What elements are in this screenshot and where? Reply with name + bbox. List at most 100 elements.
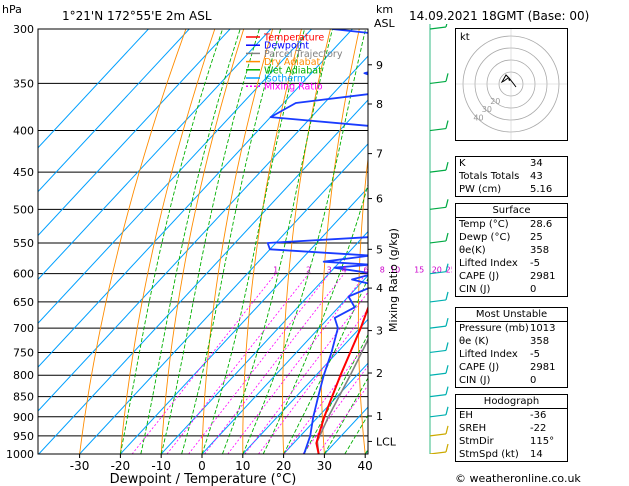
dry-adiabat-line — [357, 155, 368, 454]
index-row: Totals Totals 43 — [456, 170, 567, 183]
most-unstable-row: CAPE (J) 2981 — [456, 361, 567, 374]
hpa-label: hPa — [2, 3, 22, 16]
wet-adiabat-line — [283, 277, 368, 454]
hodograph-stat-label: EH — [459, 410, 473, 421]
wind-barb — [429, 80, 447, 85]
surface-title: Surface — [456, 204, 567, 218]
pressure-tick-label: 900 — [13, 411, 34, 424]
hodograph-ring-label: 30 — [482, 105, 492, 114]
x-tick-label: 10 — [235, 459, 250, 473]
hodograph-trace — [500, 74, 517, 88]
wind-barb — [429, 299, 447, 303]
wind-barb-column — [429, 24, 449, 454]
most-unstable-table: Most Unstable Pressure (mb) 1013 θe (K) 358… — [455, 307, 568, 388]
km-tick-label: 7 — [376, 148, 383, 161]
x-tick-label: 30 — [317, 459, 332, 473]
wind-barb — [429, 169, 447, 173]
surface-row: CAPE (J) 2981 — [456, 270, 567, 283]
index-value: 34 — [530, 158, 543, 169]
dry-adiabat-line — [320, 29, 360, 454]
surface-label: Lifted Index — [459, 258, 518, 269]
location-title: 1°21'N 172°55'E 2m ASL — [62, 9, 212, 23]
legend-label: Mixing Ratio — [264, 82, 323, 93]
asl-label: ASL — [374, 17, 396, 30]
pressure-tick-label: 700 — [13, 322, 34, 335]
surface-label: CIN (J) — [459, 284, 491, 295]
most-unstable-value: 0 — [530, 375, 537, 386]
temperature-line — [315, 305, 368, 454]
most-unstable-value: 2981 — [530, 362, 556, 373]
km-tick-label: 5 — [376, 243, 383, 256]
wind-barb — [429, 433, 447, 437]
isotherm-line — [160, 230, 368, 454]
wind-barb-feather — [445, 342, 449, 351]
wind-barb-feather — [445, 365, 449, 374]
wind-barb — [429, 349, 447, 354]
hodograph-stat-value: 14 — [530, 449, 543, 460]
most-unstable-value: -5 — [530, 349, 540, 360]
wind-barb-feather — [445, 199, 449, 208]
hodograph-stat-row: StmDir 115° — [456, 435, 567, 448]
isotherm-line — [201, 274, 368, 454]
indices-table: K 34 Totals Totals 43 PW (cm) 5.16 — [455, 156, 568, 197]
isotherm-line — [38, 99, 368, 454]
surface-label: θe(K) — [459, 245, 486, 256]
isotherm-line — [38, 29, 272, 281]
dewpoint-line — [266, 29, 368, 454]
index-value: 5.16 — [530, 184, 553, 195]
wet-adiabat-line — [160, 29, 260, 454]
isotherm-line — [38, 29, 149, 149]
pressure-tick-label: 850 — [13, 391, 34, 404]
surface-value: 25 — [530, 232, 543, 243]
most-unstable-label: θe (K) — [459, 336, 489, 347]
wind-barb-feather — [445, 232, 449, 242]
surface-value: 2981 — [530, 271, 556, 282]
km-tick-label: 9 — [376, 59, 383, 72]
wind-barb-feather — [445, 120, 449, 129]
legend-label: Temperature — [263, 33, 324, 44]
wet-adiabat-line — [201, 29, 306, 454]
mixing-ratio-line — [166, 273, 310, 454]
dry-adiabat-line — [160, 29, 245, 454]
surface-row: CIN (J) 0 — [456, 283, 567, 296]
copyright-footer: © weatheronline.co.uk — [455, 472, 581, 485]
km-tick-label: 1 — [376, 410, 383, 423]
x-tick-label: 0 — [198, 459, 206, 473]
km-tick-label: 2 — [376, 367, 383, 380]
wind-barb — [429, 271, 447, 275]
hodograph-stat-label: StmDir — [459, 436, 494, 447]
mixing-ratio-label: 4 — [342, 266, 347, 275]
legend-label: Isotherm — [264, 74, 306, 85]
surface-label: CAPE (J) — [459, 271, 500, 282]
surface-table: Surface Temp (°C) 28.6 Dewp (°C) 25 θe(K) 358… — [455, 203, 568, 297]
mixing-ratio-line — [131, 273, 276, 454]
pressure-tick-label: 1000 — [6, 448, 34, 461]
wind-barb-feather — [445, 443, 449, 453]
wind-barb-feather — [445, 24, 448, 28]
dry-adiabat-line — [242, 29, 302, 454]
mixing-ratio-line — [227, 273, 367, 454]
mixing-ratio-line — [244, 291, 368, 454]
wet-adiabat-line — [221, 29, 333, 454]
surface-value: 28.6 — [530, 219, 553, 230]
pressure-tick-label: 950 — [13, 430, 34, 443]
mixing-ratio-label: 1 — [273, 266, 278, 275]
pressure-tick-label: 350 — [13, 77, 34, 90]
pressure-tick-label: 750 — [13, 346, 34, 359]
dry-adiabat-line — [201, 29, 274, 454]
pressure-tick-label: 500 — [13, 203, 34, 216]
mixing-ratio-label: 3 — [327, 266, 332, 275]
isotherm-line — [38, 29, 190, 193]
wind-barb — [429, 127, 447, 132]
isotherm-line — [120, 187, 368, 454]
wet-adiabat-line — [181, 29, 282, 454]
most-unstable-value: 358 — [530, 336, 550, 347]
hodograph-stat-label: StmSpd (kt) — [459, 449, 519, 460]
surface-row: Lifted Index -5 — [456, 257, 567, 270]
wind-barb — [429, 325, 447, 329]
wind-barb — [429, 240, 447, 244]
wind-barb-feather — [445, 263, 449, 272]
mixing-ratio-label: 20 — [432, 266, 442, 275]
index-value: 43 — [530, 171, 543, 182]
